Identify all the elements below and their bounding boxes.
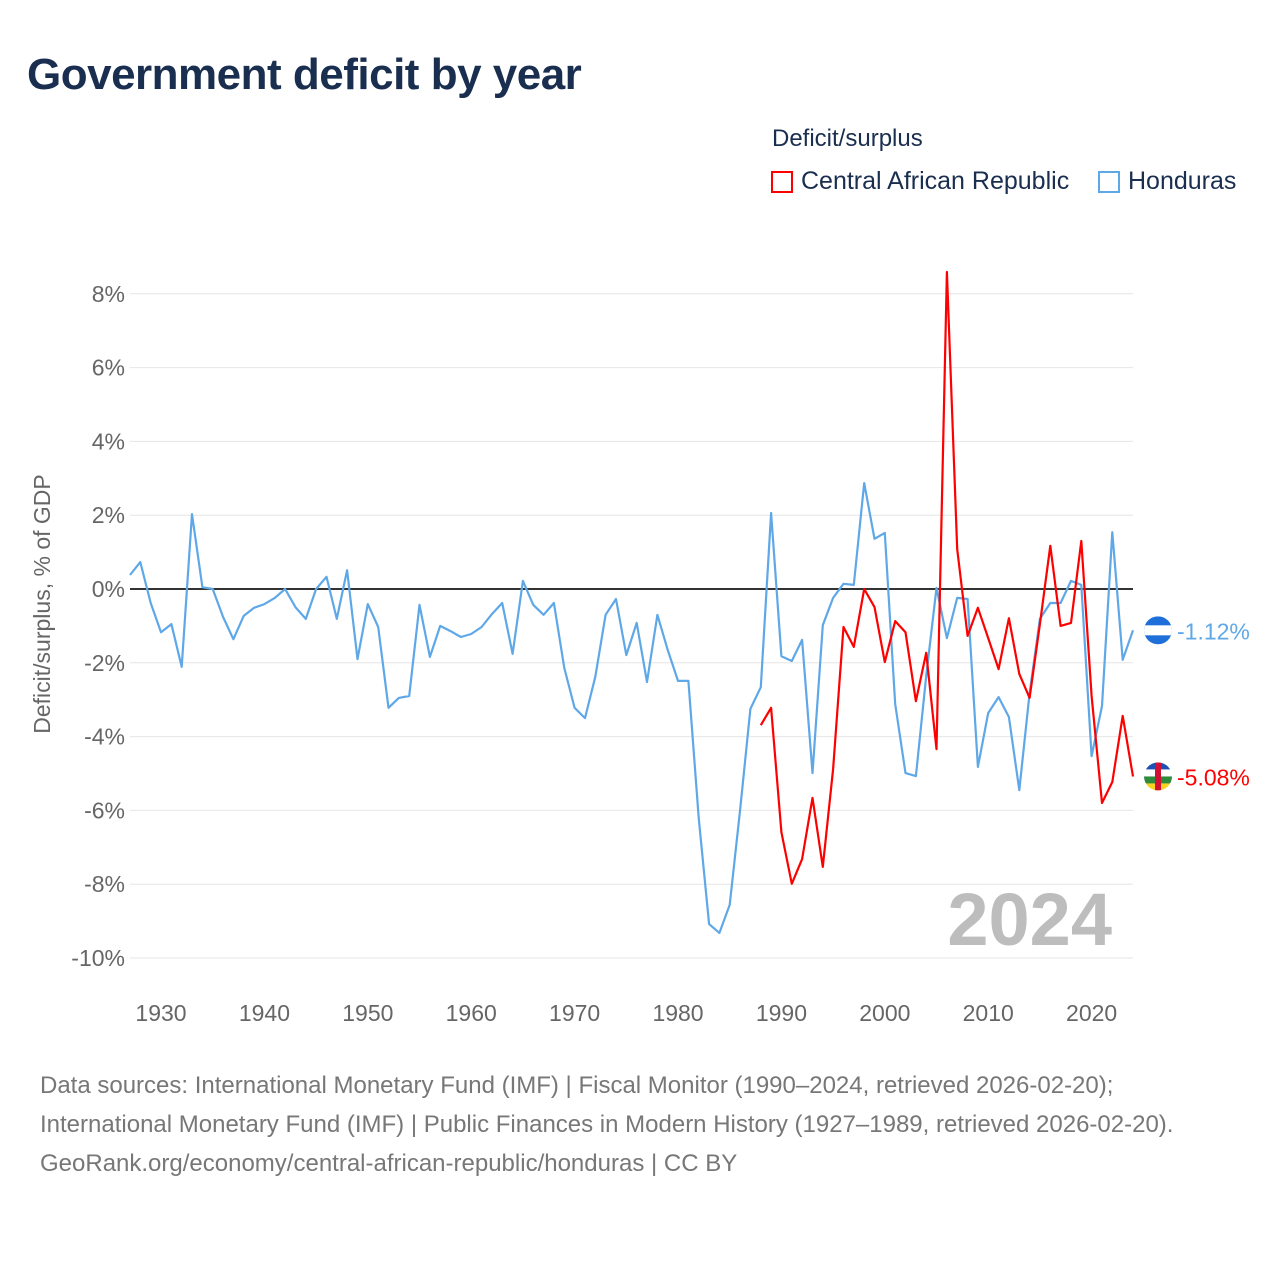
car-flag-icon [1144, 762, 1172, 791]
x-tick-label: 1980 [652, 1000, 703, 1026]
footer: Data sources: International Monetary Fun… [40, 1066, 1240, 1183]
legend-label-honduras: Honduras [1128, 167, 1237, 195]
legend-swatch-honduras [1098, 170, 1120, 193]
series-line-honduras [129, 482, 1135, 935]
x-tick-label: 1960 [446, 1000, 497, 1026]
x-tick-label: 2010 [963, 1000, 1014, 1026]
line-chart: 8% 6% 4% 2% 0% -2% -4% -6% -8% -10% 1930 1940 1950 19… [29, 270, 1250, 1026]
y-tick-label: -8% [84, 871, 125, 897]
end-value-label: -5.08% [1177, 764, 1250, 790]
honduras-flag-icon [1144, 616, 1172, 645]
x-tick-label: 1930 [135, 1000, 186, 1026]
legend-item-honduras[interactable]: Honduras [1098, 167, 1236, 196]
chart-title: Government deficit by year [27, 50, 582, 99]
y-tick-label: -2% [84, 650, 125, 676]
legend-item-car[interactable]: Central African Republic [771, 167, 1069, 196]
end-value-label: -1.12% [1177, 618, 1250, 644]
legend-swatch-car [771, 170, 793, 193]
data-sources: Data sources: International Monetary Fun… [40, 1072, 1174, 1138]
x-tick-label: 1950 [342, 1000, 393, 1026]
y-tick-label: -6% [84, 797, 125, 823]
y-tick-label: 0% [92, 576, 125, 602]
y-axis-label: Deficit/surplus, % of GDP [29, 474, 55, 733]
y-tick-label: 4% [92, 428, 125, 454]
y-tick-label: -4% [84, 724, 125, 750]
x-tick-label: 1970 [549, 1000, 600, 1026]
x-tick-label: 2000 [859, 1000, 910, 1026]
x-tick-label: 1940 [239, 1000, 290, 1026]
legend-title: Deficit/surplus [772, 125, 923, 152]
x-tick-label: 1990 [756, 1000, 807, 1026]
y-tick-label: 8% [92, 281, 125, 307]
series-line-car [759, 270, 1135, 885]
legend-label-car: Central African Republic [801, 167, 1070, 195]
y-tick-label: -10% [71, 945, 125, 971]
year-watermark: 2024 [947, 878, 1112, 961]
y-tick-label: 6% [92, 355, 125, 381]
y-tick-label: 2% [92, 502, 125, 528]
credit-link[interactable]: GeoRank.org/economy/central-african-repu… [40, 1150, 738, 1177]
x-tick-label: 2020 [1066, 1000, 1117, 1026]
